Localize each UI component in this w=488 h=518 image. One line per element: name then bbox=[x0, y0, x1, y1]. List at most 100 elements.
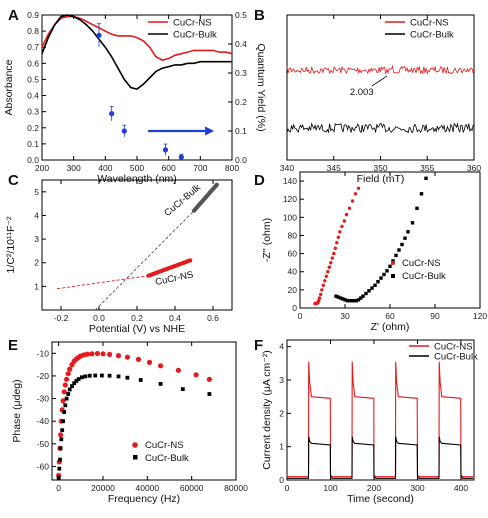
data-point bbox=[376, 280, 380, 284]
data-point bbox=[333, 246, 337, 250]
x-tick-label: 30 bbox=[340, 311, 350, 321]
data-point bbox=[410, 221, 415, 225]
data-point bbox=[116, 374, 121, 379]
y2-tick-label: 0.5 bbox=[235, 10, 247, 20]
y-tick-label: 140 bbox=[283, 176, 297, 186]
data-point bbox=[415, 206, 419, 210]
data-point bbox=[62, 410, 67, 414]
panel-e-phase-chart: 0 20000 40000 60000 80000 -60 -50 -40 -30 -20 -10 C… bbox=[8, 337, 248, 505]
y-tick-label: 120 bbox=[283, 194, 297, 204]
data-point bbox=[397, 248, 401, 252]
data-point bbox=[354, 299, 358, 303]
data-point bbox=[356, 298, 361, 302]
arrow-head bbox=[205, 126, 215, 136]
data-point bbox=[74, 379, 79, 383]
data-point bbox=[341, 297, 345, 301]
data-point bbox=[370, 286, 374, 290]
data-point bbox=[61, 389, 67, 395]
data-point bbox=[115, 353, 122, 359]
data-point bbox=[60, 398, 66, 404]
y-tick-label: 0.7 bbox=[27, 42, 39, 52]
data-point bbox=[146, 359, 153, 365]
data-point bbox=[158, 382, 163, 386]
data-point bbox=[93, 373, 98, 378]
y-tick-label: 20 bbox=[288, 285, 298, 295]
y-tick-label: -30 bbox=[37, 394, 50, 404]
data-point bbox=[338, 296, 343, 300]
x-tick-label: 60 bbox=[385, 311, 395, 321]
data-point bbox=[347, 206, 352, 210]
panel-a-absorbance-chart: 200 300 400 500 600 700 8000.00.10.20.30.40.50… bbox=[3, 7, 267, 185]
data-point bbox=[58, 446, 63, 451]
data-point bbox=[364, 291, 368, 296]
quantum-yield-point bbox=[121, 128, 127, 134]
data-point bbox=[70, 384, 74, 388]
y2-tick-label: 0.2 bbox=[235, 97, 247, 107]
x-tick-label: 200 bbox=[35, 163, 49, 173]
data-point bbox=[80, 375, 84, 380]
data-point bbox=[406, 230, 410, 234]
panel-label: D bbox=[254, 172, 265, 189]
x-tick-label: 0 bbox=[298, 311, 303, 321]
x-tick-label: 300 bbox=[67, 163, 81, 173]
x-tick-label: 600 bbox=[162, 163, 176, 173]
data-point bbox=[100, 373, 104, 378]
legend-label: CuCr-Bulk bbox=[402, 271, 446, 282]
quantum-yield-point bbox=[109, 111, 115, 117]
data-point bbox=[352, 299, 356, 303]
data-point bbox=[321, 283, 325, 287]
y-tick-label: 1 bbox=[34, 281, 39, 291]
data-point bbox=[175, 367, 181, 373]
y-tick-label: 3 bbox=[34, 234, 39, 244]
legend-swatch bbox=[132, 442, 138, 448]
data-point bbox=[64, 396, 69, 401]
data-point bbox=[100, 351, 106, 357]
plot-frame bbox=[286, 339, 475, 481]
data-point bbox=[207, 392, 212, 396]
data-point bbox=[340, 224, 344, 229]
y-tick-label: 3 bbox=[279, 375, 284, 385]
data-point bbox=[320, 288, 324, 292]
data-point bbox=[67, 366, 73, 372]
data-point bbox=[400, 242, 404, 247]
x-tick-label: 400 bbox=[454, 483, 468, 493]
legend-label: CuCr-NS bbox=[145, 440, 184, 451]
y-tick-label: 2 bbox=[279, 408, 284, 418]
y-axis-label: Phase (μdeg) bbox=[11, 379, 23, 442]
y-axis-label: -Z'' (ohm) bbox=[261, 218, 273, 262]
data-point bbox=[214, 182, 219, 187]
data-point bbox=[394, 253, 398, 258]
data-point bbox=[58, 432, 64, 438]
data-point bbox=[353, 192, 358, 196]
x-tick-label: 40000 bbox=[136, 483, 160, 493]
data-point bbox=[382, 272, 386, 277]
data-point bbox=[89, 351, 95, 357]
data-point bbox=[84, 351, 91, 357]
data-point bbox=[188, 258, 193, 263]
data-point bbox=[330, 256, 334, 260]
y2-tick-label: 0.1 bbox=[235, 126, 247, 136]
data-point bbox=[193, 372, 199, 378]
panel-d-nyquist-chart: 0 30 60 90 120 0 20 40 60 80 100 120 140 CuCr-NS CuCr-… bbox=[254, 171, 487, 333]
y-tick-label: 40 bbox=[288, 267, 298, 277]
data-point bbox=[87, 373, 92, 378]
y-tick-label: 0.4 bbox=[27, 91, 39, 101]
data-point bbox=[332, 251, 336, 256]
extrapolation-line bbox=[57, 275, 149, 290]
data-point bbox=[336, 235, 340, 239]
data-point bbox=[403, 236, 407, 240]
data-point bbox=[338, 230, 342, 234]
data-point bbox=[323, 279, 327, 283]
series-line-CuCr-NS bbox=[286, 64, 474, 75]
data-point bbox=[135, 356, 142, 362]
data-point bbox=[336, 295, 340, 299]
y-tick-label: 5 bbox=[34, 187, 39, 197]
y-tick-label: 0.1 bbox=[27, 139, 39, 149]
data-point bbox=[343, 298, 347, 302]
panel-label: F bbox=[254, 337, 263, 354]
x-axis-label: Field (mT) bbox=[357, 173, 405, 185]
data-point bbox=[424, 176, 428, 180]
data-point bbox=[107, 373, 112, 378]
data-point bbox=[379, 276, 383, 280]
